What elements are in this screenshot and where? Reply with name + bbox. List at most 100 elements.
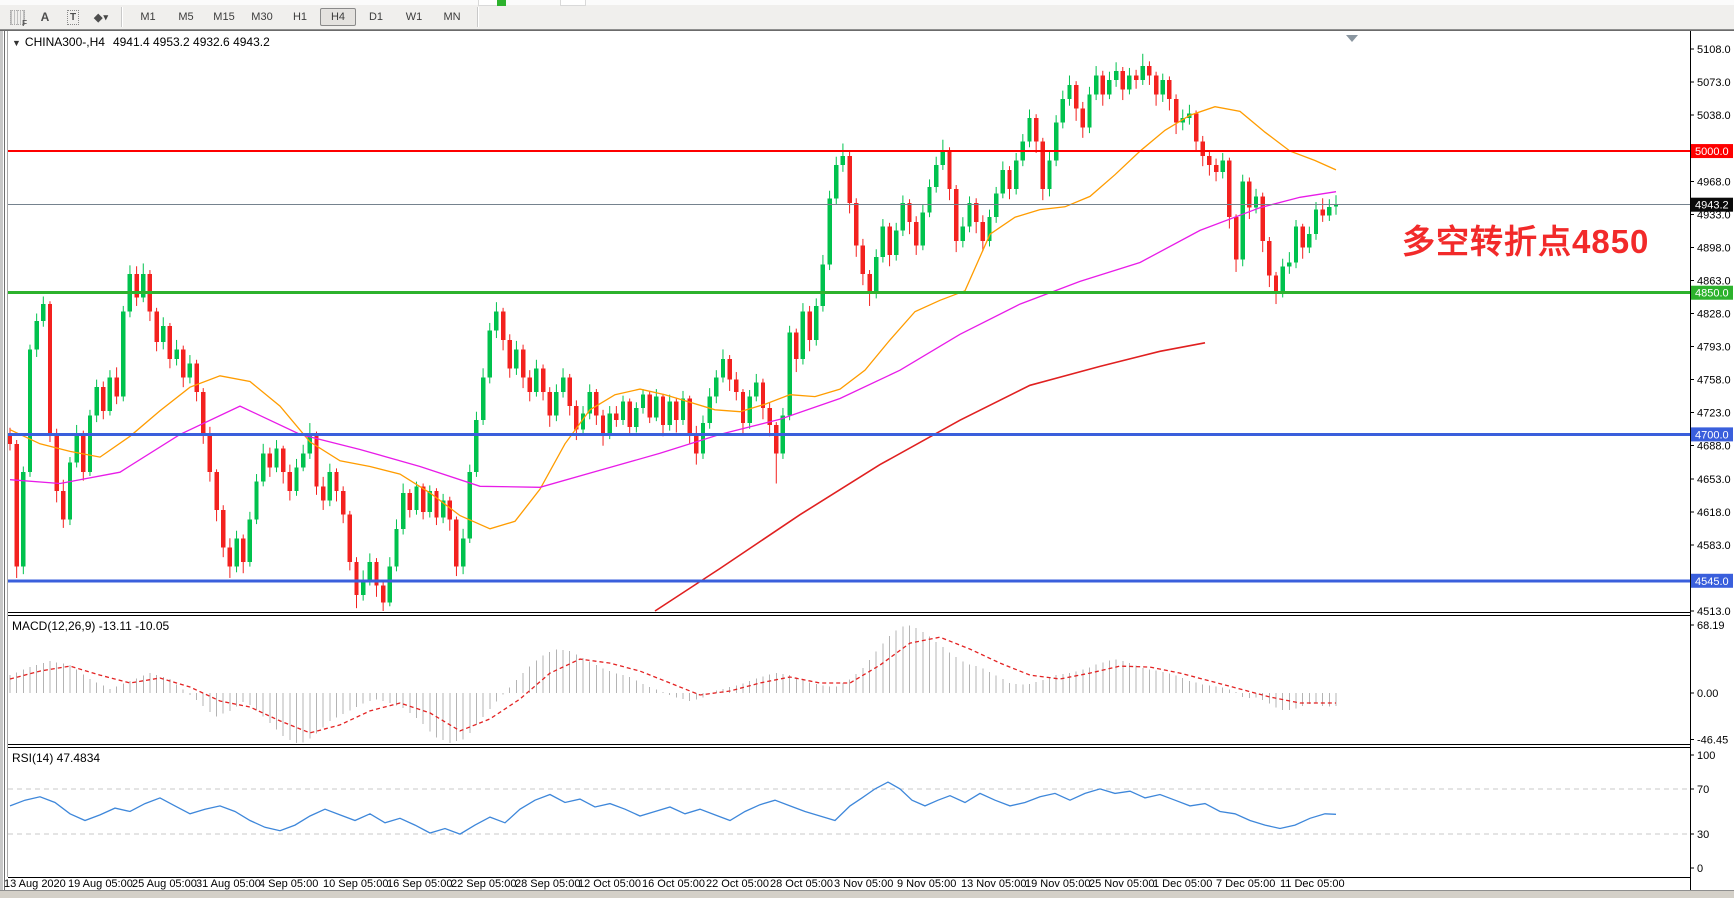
candle-body <box>320 486 326 501</box>
candle-body <box>594 391 599 416</box>
collapse-icon[interactable]: ▼ <box>12 38 21 48</box>
candle-body <box>1200 141 1205 156</box>
candle-body <box>1300 226 1305 248</box>
candle-body <box>1273 275 1279 293</box>
crosshair-grid-f-icon[interactable]: F <box>4 7 30 28</box>
text-label-icon[interactable]: T <box>60 7 86 28</box>
arrow-tools-icon[interactable]: ◆ ▾ <box>94 11 108 24</box>
price-tick-label: 4688.0 <box>1697 441 1731 453</box>
candle-body <box>667 401 672 425</box>
candle-body <box>327 472 333 501</box>
candle-body <box>627 401 632 427</box>
candle-body <box>807 311 812 340</box>
candle-body <box>134 273 139 298</box>
candle-body <box>714 377 719 397</box>
date-axis-label: 28 Sep 05:00 <box>515 878 580 890</box>
candle-body <box>1060 99 1066 123</box>
timeframe-button-w1[interactable]: W1 <box>405 11 423 23</box>
menu-fragment-green <box>497 0 506 6</box>
candle-body <box>927 186 932 213</box>
candle-body <box>380 585 386 603</box>
chart-shift-marker-icon[interactable] <box>1346 35 1358 42</box>
level-badge-4850.0-label: 4850.0 <box>1695 288 1729 300</box>
timeframe-button-d1[interactable]: D1 <box>368 11 384 23</box>
date-axis-label: 11 Dec 05:00 <box>1280 878 1345 890</box>
candle-body <box>894 230 899 255</box>
candle-body <box>207 434 213 473</box>
candle-body <box>1280 266 1285 293</box>
level-badge-4545.0-label: 4545.0 <box>1695 576 1729 588</box>
candle-body <box>27 349 33 473</box>
candle-body <box>280 448 286 473</box>
date-axis-label: 7 Dec 05:00 <box>1216 878 1275 890</box>
candle-body <box>334 472 339 492</box>
candle-body <box>987 217 992 241</box>
candle-body <box>1327 206 1332 216</box>
price-tick-label: 4793.0 <box>1697 342 1731 354</box>
macd-tick-label: 68.19 <box>1697 620 1725 632</box>
timeframe-button-m5[interactable]: M5 <box>178 11 194 23</box>
price-tick-label: 5073.0 <box>1697 77 1731 89</box>
timeframe-button-m1[interactable]: M1 <box>140 11 156 23</box>
candle-body <box>1087 94 1092 128</box>
candle-body <box>114 377 119 397</box>
candle-body <box>347 514 353 562</box>
candle-body <box>734 379 739 392</box>
candle-body <box>1313 209 1319 235</box>
candle-body <box>654 396 659 418</box>
candle-body <box>614 413 619 421</box>
candle-body <box>1133 75 1139 81</box>
candle-body <box>300 453 306 468</box>
level-badge-5000.0-label: 5000.0 <box>1695 146 1729 158</box>
macd-tick-label: 0.00 <box>1697 688 1718 700</box>
candle-body <box>34 321 39 350</box>
candle-body <box>934 165 939 187</box>
candle-body <box>860 245 866 274</box>
level-badge-4545.0 <box>1691 573 1733 588</box>
chart-symbol-timeframe: CHINA300-,H4 <box>24 35 105 49</box>
candle-body <box>287 472 293 492</box>
candle-body <box>720 358 726 378</box>
chart-ohlc-values: 4941.4 4953.2 4932.6 4943.2 <box>112 35 270 49</box>
candle-body <box>447 500 452 520</box>
candle-body <box>1080 108 1085 128</box>
font-a-icon[interactable]: A <box>40 10 50 24</box>
timeframe-button-m15[interactable]: M15 <box>213 11 235 23</box>
candle-body <box>227 547 233 567</box>
timeframe-button-h1[interactable]: H1 <box>292 11 308 23</box>
left-gutter <box>0 31 3 898</box>
timeframe-button-mn[interactable]: MN <box>443 11 461 23</box>
candle-body <box>534 368 539 392</box>
level-badge-4850.0 <box>1691 285 1733 300</box>
candle-body <box>580 413 586 430</box>
candle-body <box>274 448 279 468</box>
timeframe-button-m30[interactable]: M30 <box>251 11 273 23</box>
candle-body <box>1167 80 1172 100</box>
candle-body <box>394 528 399 567</box>
candle-body <box>587 391 592 414</box>
timeframe-button-h4[interactable]: H4 <box>320 8 356 26</box>
candle-body <box>1153 75 1159 95</box>
candle-body <box>494 311 499 331</box>
level-badge-4700.0 <box>1691 427 1733 442</box>
candle-body <box>514 349 519 369</box>
price-tick-label: 4723.0 <box>1697 408 1731 420</box>
candle-body <box>914 221 919 246</box>
candle-body <box>993 193 999 218</box>
candle-body <box>600 415 606 435</box>
current-price-badge-label: 4943.2 <box>1695 200 1729 212</box>
candle-body <box>947 151 952 189</box>
candle-body <box>400 492 406 529</box>
candle-body <box>500 311 506 340</box>
candle-body <box>14 443 19 567</box>
chart-canvas[interactable]: 5108.0 5073.0 5038.0 4968.0 4933.0 4898.0 4863… <box>0 30 1734 898</box>
candle-body <box>754 382 759 397</box>
candle-body <box>1140 66 1145 81</box>
candle-body <box>574 406 579 430</box>
date-axis-label: 16 Oct 05:00 <box>642 878 705 890</box>
candle-body <box>420 486 426 512</box>
candle-body <box>1333 204 1339 207</box>
candle-body <box>367 561 373 581</box>
candle-body <box>21 472 26 567</box>
